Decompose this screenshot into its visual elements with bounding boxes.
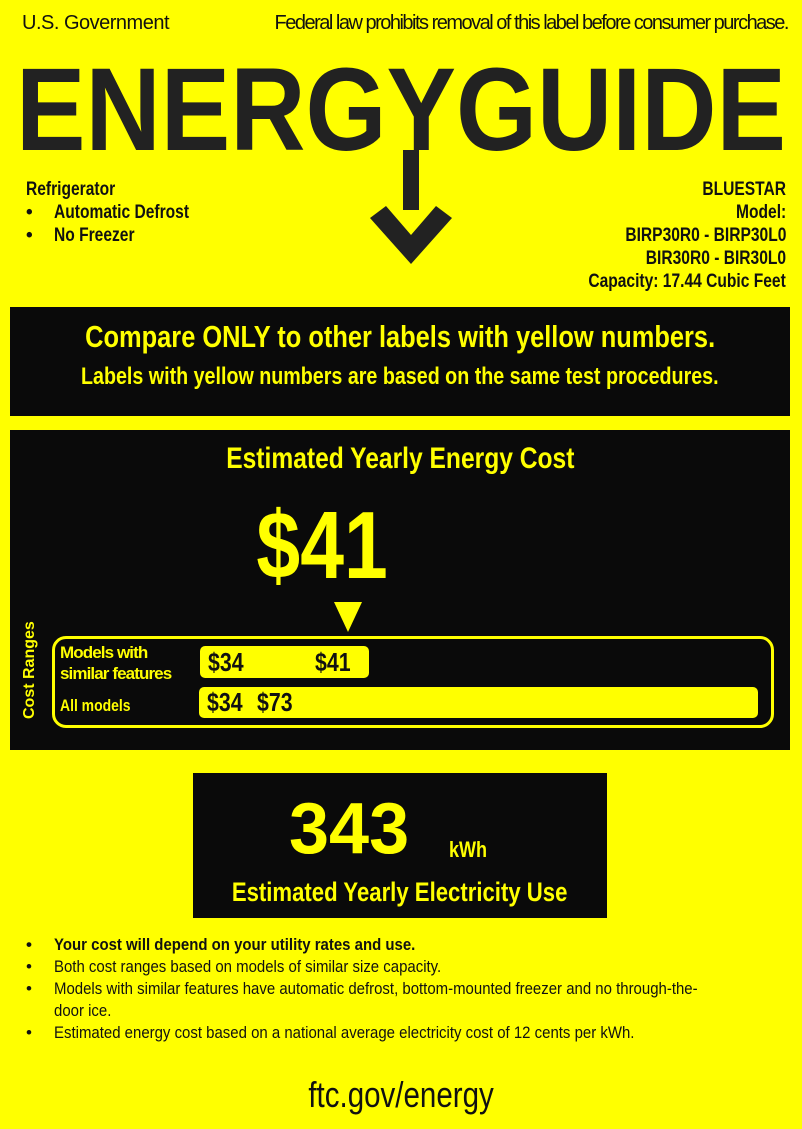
similar-models-label: Models with similar features	[60, 643, 172, 683]
note-item: • Estimated energy cost based on a nation…	[26, 1023, 635, 1042]
cost-ranges-label: Cost Ranges	[21, 621, 38, 719]
similar-models-range-bar: $34 $41	[200, 646, 369, 678]
government-label: U.S. Government	[22, 12, 170, 34]
model-numbers: BIR30R0 - BIR30L0	[645, 248, 786, 269]
arrow-down-icon	[370, 150, 452, 264]
compare-heading: Compare ONLY to other labels with yellow…	[85, 319, 715, 354]
compare-panel: Compare ONLY to other labels with yellow…	[10, 307, 790, 416]
all-max: $73	[257, 687, 293, 717]
product-type: Refrigerator	[26, 179, 116, 200]
electricity-panel: 343 kWh Estimated Yearly Electricity Use	[193, 773, 607, 918]
model-label: Model:	[735, 202, 786, 223]
compare-subheading: Labels with yellow numbers are based on …	[81, 363, 719, 390]
notes-list: • Your cost will depend on your utility r…	[24, 934, 784, 1044]
electricity-unit: kWh	[449, 837, 488, 862]
cost-value: $41	[256, 492, 388, 599]
similar-max: $41	[315, 647, 351, 677]
energy-cost-panel: Estimated Yearly Energy Cost $41 Cost Ra…	[10, 430, 790, 750]
capacity: Capacity: 17.44 Cubic Feet	[588, 271, 786, 292]
ftc-link[interactable]: ftc.gov/energy	[308, 1074, 494, 1115]
similar-min: $34	[208, 647, 244, 677]
removal-notice: Federal law prohibits removal of this la…	[274, 12, 790, 34]
product-info: Refrigerator • Automatic Defrost • No Free…	[26, 179, 190, 246]
all-models-range-bar: $34 $73	[199, 687, 758, 718]
note-item: • Your cost will depend on your utility r…	[26, 935, 416, 954]
note-item: • Models with similar features have autom…	[26, 979, 698, 1020]
logo-text: ENERGYGUIDE	[16, 44, 786, 176]
all-models-label: All models	[60, 696, 131, 715]
cost-ranges-frame	[52, 636, 774, 728]
model-numbers: BIRP30R0 - BIRP30L0	[624, 225, 786, 246]
brand: BLUESTAR	[702, 179, 786, 200]
feature-item: No Freezer	[54, 225, 135, 246]
manufacturer-info: BLUESTAR Model: BIRP30R0 - BIRP30L0 BIR3…	[545, 178, 786, 293]
cost-pointer-icon	[334, 602, 362, 632]
cost-title: Estimated Yearly Energy Cost	[225, 442, 575, 475]
feature-item: Automatic Defrost	[54, 202, 190, 223]
electricity-label: Estimated Yearly Electricity Use	[232, 877, 568, 907]
all-min: $34	[207, 687, 243, 717]
energyguide-logo: ENERGYGUIDE	[16, 44, 786, 176]
note-item: • Both cost ranges based on models of sim…	[26, 957, 442, 976]
electricity-value: 343	[289, 789, 410, 869]
